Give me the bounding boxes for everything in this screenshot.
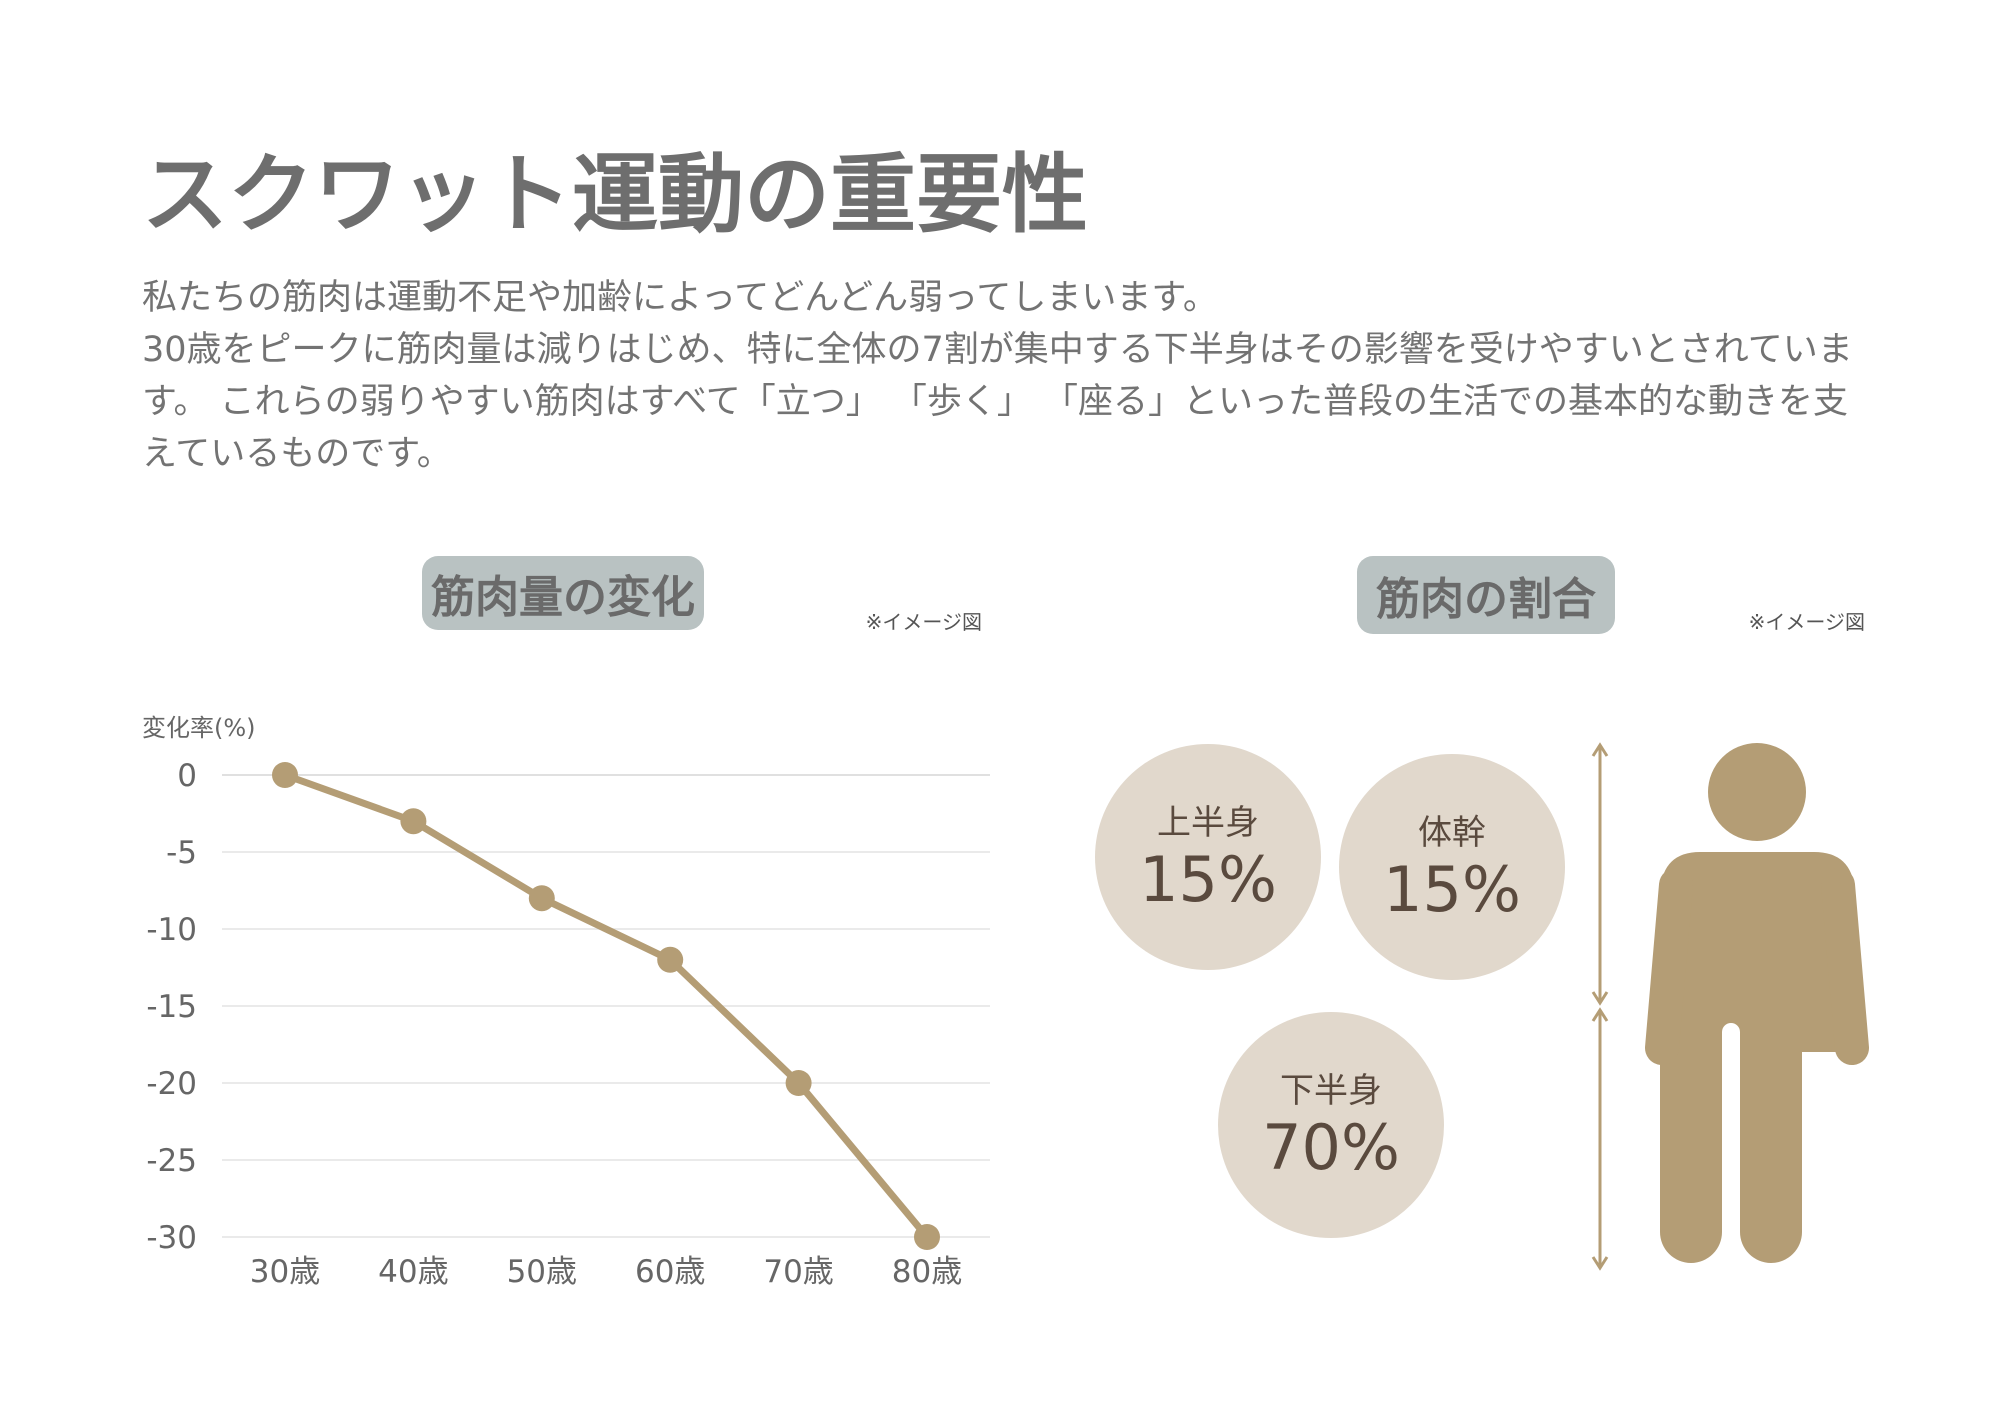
y-tick-label: -10 xyxy=(146,912,197,948)
y-tick-label: -5 xyxy=(166,835,197,871)
x-tick-label: 30歳 xyxy=(250,1254,320,1290)
upper-arrow-head-top xyxy=(1591,742,1609,757)
data-point xyxy=(657,946,684,973)
ratio-heading: 筋肉の割合 xyxy=(1357,556,1615,634)
lower-body-label: 下半身 xyxy=(1280,1071,1382,1111)
y-tick-label: 0 xyxy=(177,758,197,794)
muscle-change-chart: 変化率(%) 0 -5 -10 -15 -20 -25 -30 30歳 40歳 50歳 60歳 70歳 8… xyxy=(142,714,990,1290)
x-tick-label: 40歳 xyxy=(378,1254,448,1290)
figure-head xyxy=(1708,743,1806,841)
figure-body xyxy=(1660,852,1855,1263)
y-tick-label: -30 xyxy=(146,1220,197,1256)
y-axis-label: 変化率(%) xyxy=(142,714,256,742)
intro-text: 私たちの筋肉は運動不足や加齢によってどんどん弱ってしまいます。 30歳をピークに… xyxy=(142,272,1872,480)
figure-right-arm xyxy=(1821,868,1869,1065)
y-tick-label: -15 xyxy=(146,989,197,1025)
figure-left-arm xyxy=(1645,868,1693,1065)
data-point xyxy=(528,885,555,912)
intro-paragraph-1: 私たちの筋肉は運動不足や加齢によってどんどん弱ってしまいます。 xyxy=(142,278,1218,318)
x-tick-label: 80歳 xyxy=(892,1254,962,1290)
height-arrows xyxy=(1591,742,1609,1271)
lower-body-value: 70% xyxy=(1262,1111,1400,1184)
upper-body-circle: 上半身 15% xyxy=(1095,744,1321,970)
page-title: スクワット運動の重要性 xyxy=(142,145,1088,245)
core-circle: 体幹 15% xyxy=(1339,754,1565,980)
lower-arrow-head-top xyxy=(1591,1007,1609,1022)
data-point xyxy=(785,1070,812,1096)
core-value: 15% xyxy=(1383,853,1521,926)
core-label: 体幹 xyxy=(1418,813,1486,853)
chart-heading: 筋肉量の変化 xyxy=(422,556,704,630)
data-point xyxy=(272,762,298,788)
chart-image-note: ※イメージ図 xyxy=(865,610,982,634)
lower-arrow-head-bottom xyxy=(1591,1256,1609,1271)
upper-body-label: 上半身 xyxy=(1157,803,1259,843)
series-line xyxy=(281,771,931,1241)
human-figure-icon xyxy=(1645,743,1869,1263)
x-tick-label: 50歳 xyxy=(507,1254,577,1290)
y-tick-label: -25 xyxy=(146,1143,197,1179)
intro-paragraph-2: 30歳をピークに筋肉量は減りはじめ、特に全体の7割が集中する下半身はその影響を受… xyxy=(142,330,1853,474)
ratio-image-note: ※イメージ図 xyxy=(1748,610,1865,634)
x-tick-label: 70歳 xyxy=(763,1254,833,1290)
upper-body-value: 15% xyxy=(1139,843,1277,916)
x-tick-label: 60歳 xyxy=(635,1254,705,1290)
upper-arrow-head-bottom xyxy=(1591,991,1609,1006)
data-point xyxy=(914,1224,940,1250)
data-point xyxy=(400,808,427,835)
lower-body-circle: 下半身 70% xyxy=(1218,1012,1444,1238)
y-tick-label: -20 xyxy=(146,1066,197,1102)
